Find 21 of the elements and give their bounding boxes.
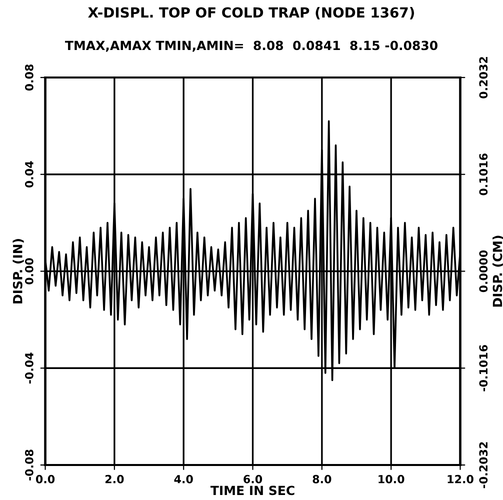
y2-tick-label: 0.2032 (479, 57, 488, 98)
y-axis-title: DISP. (IN) (12, 239, 24, 304)
x-tick-label: 4.0 (174, 474, 193, 484)
y2-tick-label: 0.1016 (479, 154, 488, 196)
x-tick-label: 2.0 (105, 474, 124, 484)
y-tick-label: -0.08 (24, 450, 34, 480)
y-tick-label: 0.08 (24, 64, 34, 91)
y-tick-label: 0.00 (24, 258, 34, 284)
x-tick-label: 8.0 (312, 474, 332, 484)
y-tick-label: -0.04 (24, 352, 34, 384)
x-tick-label: 10.0 (378, 474, 404, 484)
x-tick-label: 6.0 (244, 474, 262, 484)
x-tick-label: 0.0 (36, 474, 55, 484)
y2-tick-label: 0.0000 (479, 250, 488, 292)
x-tick-label: 12.0 (448, 474, 474, 484)
y-tick-label: 0.04 (24, 161, 34, 188)
chart-title: X-DISPL. TOP OF COLD TRAP (NODE 1367) (88, 6, 414, 20)
y2-tick-label: -0.1016 (479, 344, 488, 392)
y2-tick-label: -0.2032 (479, 442, 488, 488)
chart-subtitle: TMAX,AMAX TMIN,AMIN= 8.08 0.0841 8.15 -0.0830 (65, 40, 438, 52)
x-axis-title: TIME IN SEC (210, 486, 294, 496)
